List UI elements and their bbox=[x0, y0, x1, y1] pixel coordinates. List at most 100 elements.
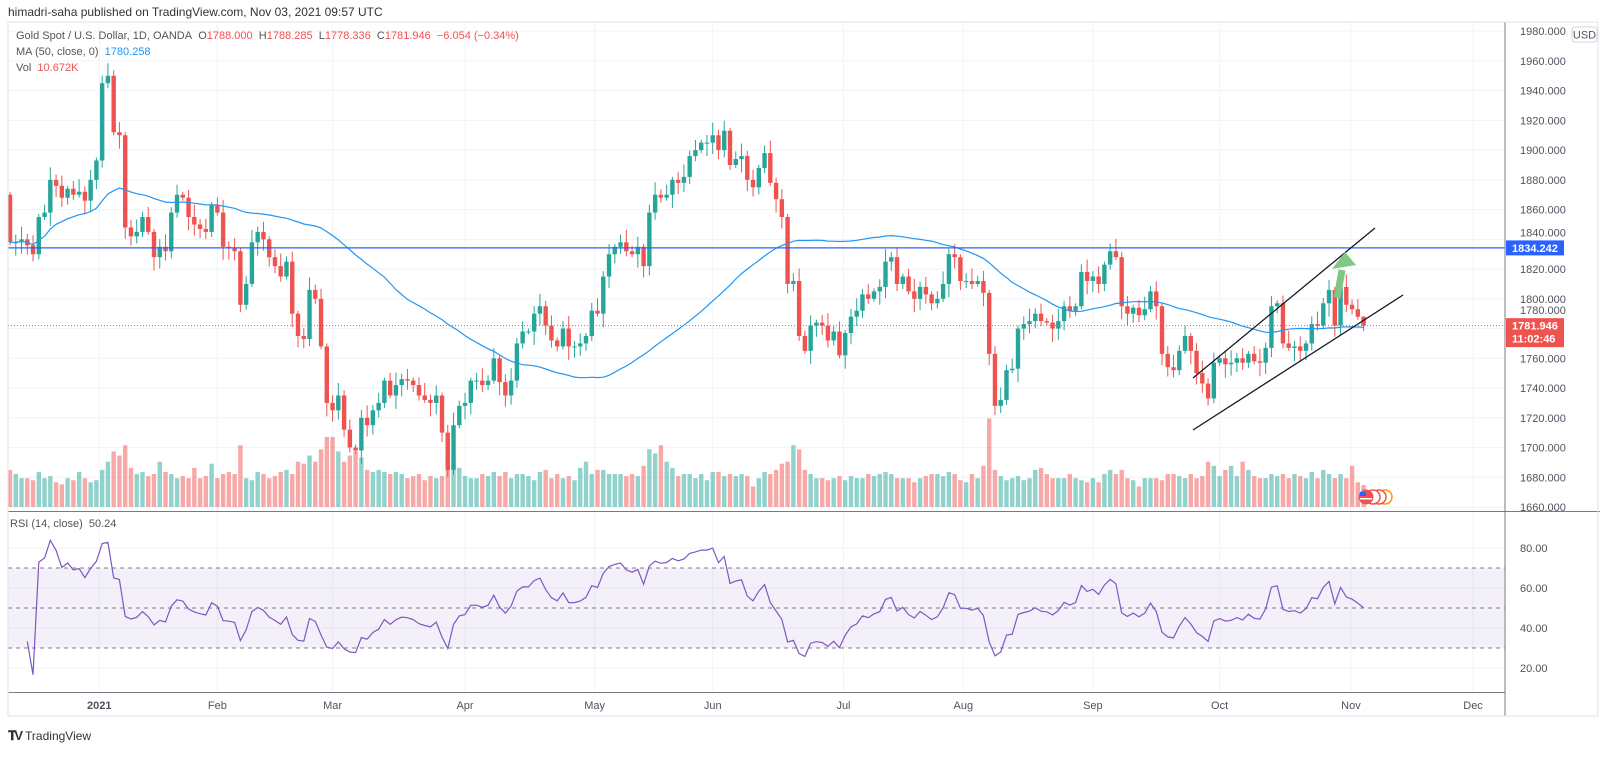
candle-body bbox=[773, 182, 779, 200]
candle bbox=[1010, 358, 1015, 374]
candle-body bbox=[1263, 347, 1268, 363]
candle-body bbox=[468, 380, 473, 403]
candle-body bbox=[382, 380, 387, 403]
volume-bar bbox=[722, 476, 727, 507]
candle bbox=[359, 410, 364, 464]
volume-bar bbox=[1223, 469, 1228, 507]
candle-body bbox=[866, 294, 871, 299]
candle bbox=[779, 189, 785, 229]
currency-badge[interactable]: USD bbox=[1571, 26, 1598, 43]
event-flags-icon[interactable] bbox=[1358, 489, 1393, 505]
candle bbox=[1056, 308, 1061, 340]
volume-bar bbox=[7, 469, 13, 507]
volume-bar bbox=[526, 476, 531, 507]
volume-bar bbox=[25, 478, 30, 507]
volume-bar bbox=[1349, 465, 1355, 507]
candle bbox=[186, 189, 191, 231]
candle bbox=[295, 310, 301, 348]
candle-body bbox=[128, 227, 134, 237]
volume-bar bbox=[428, 476, 433, 507]
candle bbox=[203, 218, 209, 240]
candle-body bbox=[606, 254, 612, 277]
channel-lower-trendline[interactable] bbox=[1192, 294, 1404, 431]
volume-bar bbox=[670, 467, 675, 507]
candle-body bbox=[814, 322, 819, 326]
volume-bar bbox=[284, 469, 289, 507]
candle bbox=[935, 291, 940, 309]
candle bbox=[825, 313, 831, 348]
candle bbox=[1136, 300, 1142, 323]
tradingview-logo[interactable]: 𝐓V TradingView bbox=[8, 728, 91, 744]
volume-bar bbox=[416, 474, 422, 507]
candle-body bbox=[618, 242, 623, 247]
volume-bar bbox=[1275, 476, 1280, 507]
candle bbox=[606, 244, 612, 288]
candle-body bbox=[595, 310, 600, 314]
rsi-line bbox=[26, 538, 1364, 675]
candle bbox=[894, 247, 900, 292]
candle bbox=[220, 200, 226, 261]
rsi-legend: RSI (14, close) 50.24 bbox=[10, 518, 116, 530]
candle bbox=[301, 328, 306, 349]
candle bbox=[710, 122, 715, 154]
candle-body bbox=[232, 248, 237, 252]
volume-bar bbox=[197, 478, 203, 507]
candle bbox=[1344, 274, 1349, 312]
candle bbox=[416, 377, 422, 401]
candle bbox=[975, 275, 980, 287]
candle-body bbox=[1286, 343, 1291, 348]
candle bbox=[560, 320, 566, 350]
candle bbox=[802, 330, 808, 354]
candle-body bbox=[1027, 321, 1032, 325]
volume-bar bbox=[272, 476, 278, 507]
rsi-axis[interactable]: 20.00 40.00 60.00 80.00 bbox=[1520, 543, 1548, 675]
candle bbox=[330, 395, 335, 422]
candle bbox=[699, 139, 704, 154]
candle-body bbox=[1061, 306, 1067, 322]
volume-bar bbox=[1033, 469, 1038, 507]
volume-bar bbox=[958, 480, 963, 507]
candle bbox=[1246, 350, 1251, 368]
candle-body bbox=[963, 280, 969, 282]
volume-bar bbox=[843, 480, 848, 507]
candle bbox=[232, 238, 237, 261]
ma-label[interactable]: MA (50, close, 0) bbox=[16, 46, 99, 58]
candle bbox=[105, 63, 111, 89]
symbol-title[interactable]: Gold Spot / U.S. Dollar, 1D, OANDA bbox=[16, 30, 193, 42]
candle-body bbox=[295, 313, 301, 336]
candle bbox=[226, 241, 232, 260]
volume-bar bbox=[128, 467, 134, 507]
volume-bar bbox=[687, 474, 692, 507]
candle bbox=[871, 288, 877, 302]
up-arrow-icon[interactable] bbox=[1332, 252, 1356, 299]
candle bbox=[843, 330, 848, 369]
candle bbox=[1361, 316, 1366, 332]
time-axis[interactable]: 2021 Feb Mar Apr May Jun Jul Aug Sep Oct Nov Dec bbox=[87, 700, 1483, 712]
candle-body bbox=[347, 429, 353, 448]
candle bbox=[1038, 303, 1044, 327]
vol-label[interactable]: Vol bbox=[16, 62, 32, 74]
price-tick-label: 1740.000 bbox=[1520, 383, 1566, 395]
candle bbox=[451, 412, 456, 475]
candle bbox=[664, 184, 669, 201]
candle bbox=[739, 143, 744, 173]
price-tick-label: 1860.000 bbox=[1520, 205, 1566, 217]
candle-body bbox=[1119, 257, 1124, 307]
candle-body bbox=[1228, 362, 1234, 365]
volume-bar bbox=[704, 480, 710, 507]
volume-bar bbox=[981, 465, 986, 507]
candle bbox=[906, 268, 911, 295]
rsi-label[interactable]: RSI (14, close) bbox=[10, 518, 83, 530]
candle-body bbox=[336, 395, 341, 411]
candle bbox=[341, 390, 347, 437]
candle bbox=[543, 300, 548, 335]
candle bbox=[336, 382, 341, 420]
price-axis[interactable]: 1660.000 1680.000 1700.000 1720.000 1740.000… bbox=[1520, 26, 1566, 514]
candle-body bbox=[65, 188, 70, 198]
candle-body bbox=[405, 379, 410, 381]
candle-body bbox=[330, 402, 335, 411]
candle bbox=[94, 157, 99, 190]
candle bbox=[635, 236, 641, 268]
candle bbox=[670, 176, 675, 209]
